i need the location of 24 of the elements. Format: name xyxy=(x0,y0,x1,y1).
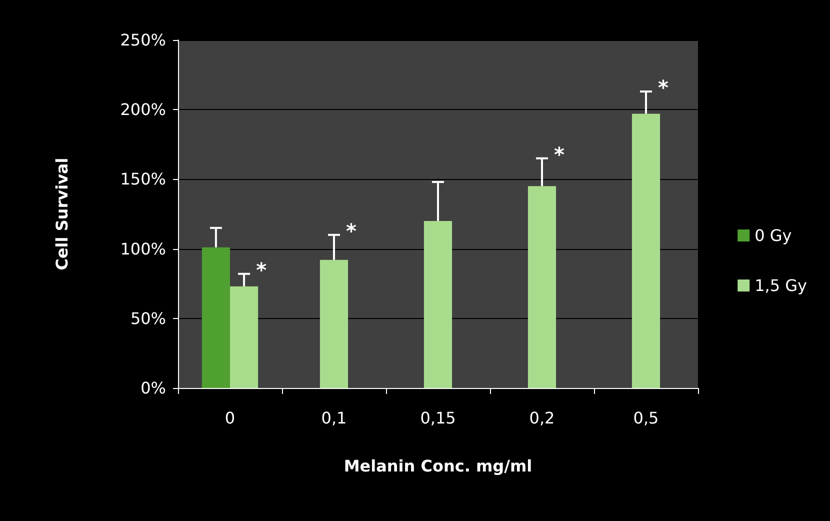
legend-label: 1,5 Gy xyxy=(754,276,808,295)
x-tick-label: 0 xyxy=(224,408,236,428)
y-tick-label: 50% xyxy=(130,308,166,328)
y-axis-title: Cell Survival xyxy=(52,158,72,270)
annotation: * xyxy=(658,76,670,100)
y-tick-label: 100% xyxy=(120,239,166,258)
bar xyxy=(632,114,660,388)
bar xyxy=(202,247,230,388)
annotation: * xyxy=(346,218,358,243)
x-tick-label: 0,1 xyxy=(321,408,347,428)
y-tick-label: 250% xyxy=(120,30,166,50)
annotation: * xyxy=(256,258,268,282)
y-tick-label: 0% xyxy=(140,378,166,398)
x-tick-label: 0,15 xyxy=(420,408,456,428)
bar xyxy=(320,260,348,388)
x-axis-title: Melanin Conc. mg/ml xyxy=(344,456,532,476)
x-tick-label: 0,5 xyxy=(633,408,659,428)
bar xyxy=(424,220,452,388)
x-tick-label: 0,2 xyxy=(529,408,555,428)
bar xyxy=(528,186,556,388)
annotation: * xyxy=(554,142,566,166)
y-tick-label: 150% xyxy=(120,170,166,189)
y-tick-label: 200% xyxy=(120,100,166,120)
legend-label: 0 Gy xyxy=(754,226,792,245)
